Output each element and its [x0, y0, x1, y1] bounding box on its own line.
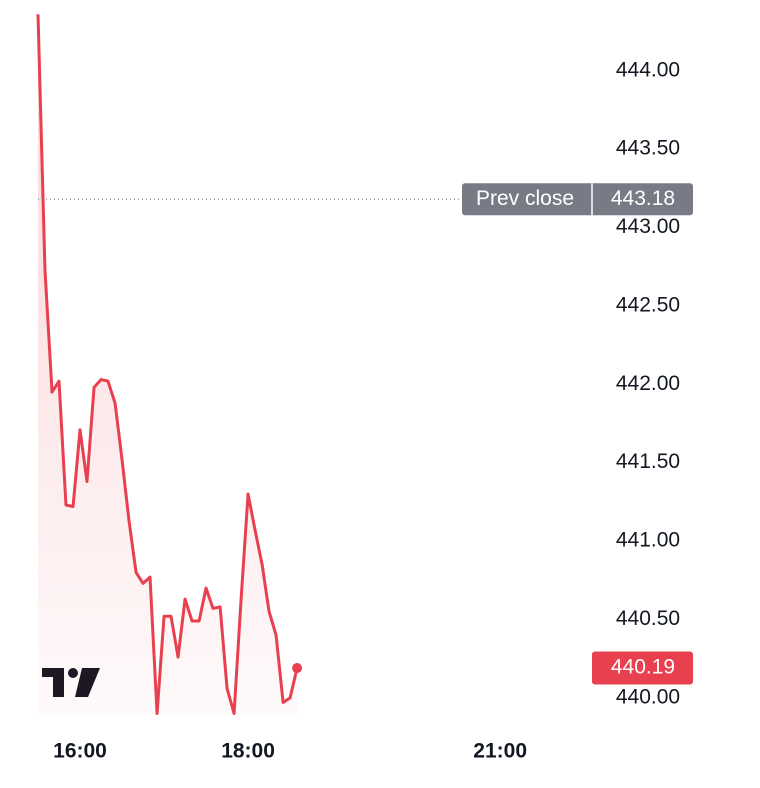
x-tick-label: 16:00: [53, 740, 107, 763]
y-tick-label: 440.00: [616, 685, 680, 708]
price-line: [36, 14, 299, 715]
area: [38, 14, 298, 714]
x-tick-label: 18:00: [221, 740, 275, 763]
x-tick-label: 21:00: [473, 740, 527, 763]
prev-close-title: Prev close: [476, 187, 574, 210]
prev-close-value: 443.18: [611, 187, 675, 210]
y-tick-label: 440.50: [616, 607, 680, 630]
last-price-badge: [592, 651, 693, 685]
y-tick-label: 441.00: [616, 529, 680, 552]
y-tick-label: 443.50: [616, 137, 680, 160]
y-tick-label: 442.00: [616, 372, 680, 395]
last-point: [292, 663, 303, 674]
prev-close-badge: [462, 183, 693, 216]
y-tick-label: 442.50: [616, 293, 680, 316]
y-tick-label: 444.00: [616, 58, 680, 81]
y-tick-label: 443.00: [616, 215, 680, 238]
y-tick-label: 441.50: [616, 450, 680, 473]
last-price-label: 440.19: [611, 656, 675, 679]
